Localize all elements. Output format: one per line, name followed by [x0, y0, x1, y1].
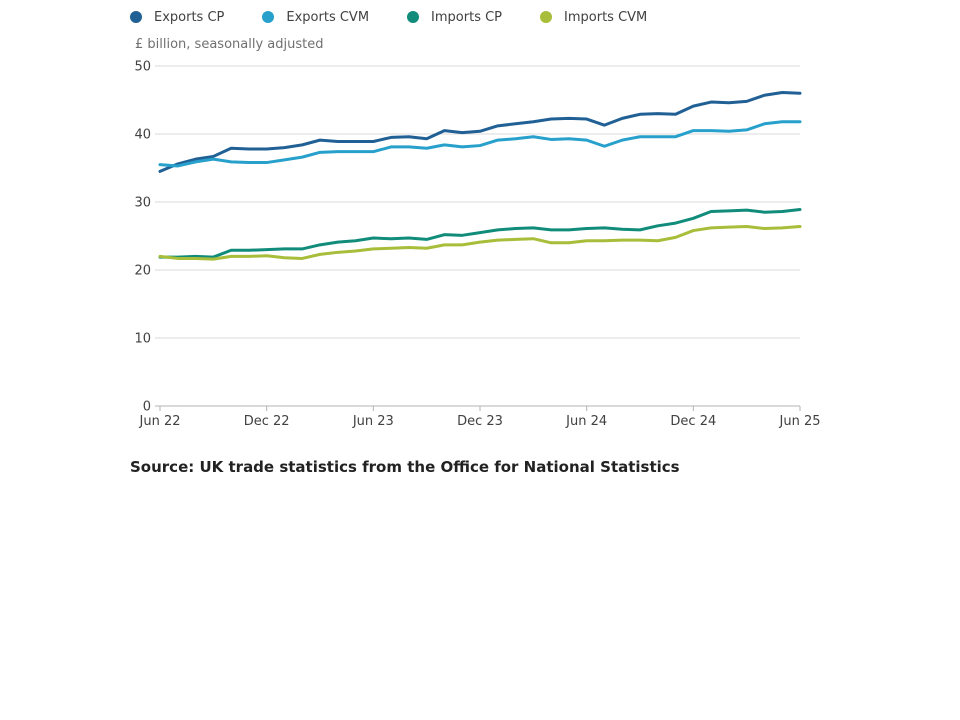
y-tick-label-0: 0 — [143, 400, 151, 415]
y-axis-ticks: 0 10 20 30 40 50 — [134, 60, 151, 415]
legend-label-exports-cvm: Exports CVM — [286, 9, 370, 25]
series-line-imports-cp — [158, 207, 802, 259]
source-note: Source: UK trade statistics from the Off… — [130, 458, 680, 476]
x-tick-label-5: Dec 24 — [670, 414, 716, 429]
gridlines — [155, 65, 800, 339]
legend-item-exports-cp: Exports CP — [130, 10, 224, 25]
legend-item-imports-cvm: Imports CVM — [540, 10, 647, 25]
series-line-exports-cvm — [158, 120, 802, 168]
x-tick-label-0: Jun 22 — [139, 414, 181, 429]
legend-label-imports-cp: Imports CP — [431, 9, 503, 25]
y-tick-label-30: 30 — [134, 196, 151, 211]
series-lines — [158, 91, 802, 261]
legend-marker-exports-cvm — [262, 11, 275, 23]
x-tick-label-6: Jun 25 — [779, 414, 821, 429]
legend-marker-exports-cp — [130, 11, 142, 23]
legend-item-imports-cp: Imports CP — [407, 10, 502, 25]
legend-marker-imports-cp — [407, 11, 420, 23]
y-tick-label-20: 20 — [134, 264, 151, 279]
series-line-exports-cp — [158, 91, 802, 173]
legend-label-imports-cvm: Imports CVM — [564, 9, 648, 25]
y-tick-label-10: 10 — [134, 332, 151, 347]
legend-item-exports-cvm: Exports CVM — [262, 10, 369, 25]
series-line-imports-cvm — [158, 224, 802, 261]
x-tick-label-2: Jun 23 — [352, 414, 394, 429]
y-axis-unit-label: £ billion, seasonally adjusted — [135, 37, 324, 52]
y-tick-label-40: 40 — [134, 128, 151, 143]
x-tick-label-1: Dec 22 — [244, 414, 290, 429]
chart-legend: Exports CP Exports CVM Imports CP Import… — [130, 8, 685, 26]
x-tick-label-3: Dec 23 — [457, 414, 503, 429]
x-tick-label-4: Jun 24 — [565, 414, 607, 429]
x-axis: Jun 22 Dec 22 Jun 23 Dec 23 Jun 24 Dec 24 Jun … — [139, 405, 821, 429]
legend-marker-imports-cvm — [540, 11, 553, 23]
legend-label-exports-cp: Exports CP — [154, 9, 225, 25]
y-tick-label-50: 50 — [134, 60, 151, 75]
